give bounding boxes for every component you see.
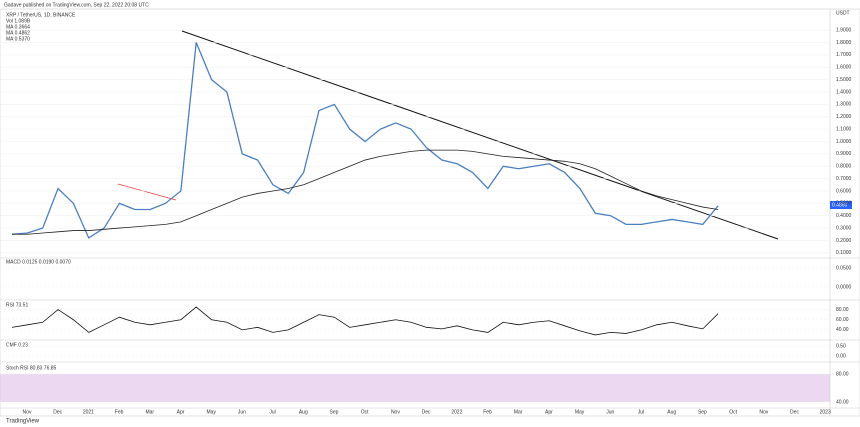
x-tick-label: Sep xyxy=(330,409,339,415)
trendline-red xyxy=(117,183,177,201)
x-tick-label: 2022 xyxy=(451,409,462,415)
footer-logo: TradingView xyxy=(6,419,40,425)
frame xyxy=(0,8,860,417)
y-tick-label: 1.3000 xyxy=(836,102,852,108)
unit-label: USDT xyxy=(836,10,850,16)
y-tick-label: 0.4000 xyxy=(836,213,852,219)
symbol-title: XRP / TetherUS, 1D, BINANCE xyxy=(6,12,76,18)
x-tick-label: Apr xyxy=(545,409,553,415)
y-tick-label: 1.9000 xyxy=(836,28,852,34)
y-tick-label: 1.2000 xyxy=(836,114,852,120)
x-tick-label: 2023 xyxy=(820,409,831,415)
series-line xyxy=(11,42,719,239)
y-tick-label: 0.50 xyxy=(836,343,846,349)
legend-entry: MA 0.4862 xyxy=(6,30,30,36)
x-tick-label: Jul xyxy=(269,409,275,415)
last-price-label: 0.4860 xyxy=(832,202,848,208)
y-tick-label: 0.7000 xyxy=(836,176,852,182)
legend-entry: MA 0.3664 xyxy=(6,24,30,30)
y-tick-label: 0.5000 xyxy=(836,201,852,207)
y-tick-label: 1.1000 xyxy=(836,126,852,132)
x-tick-label: Oct xyxy=(361,409,369,415)
legend-entry: Vol 1.089B xyxy=(6,18,31,24)
x-tick-label: Feb xyxy=(115,409,124,415)
last-price-box xyxy=(830,201,852,209)
rsi-title: RSI 73.51 xyxy=(6,302,28,308)
trendline xyxy=(181,30,779,240)
y-tick-label: 0.9000 xyxy=(836,151,852,157)
y-tick-label: 0.0500 xyxy=(836,265,852,271)
x-tick-label: Mar xyxy=(514,409,523,415)
x-tick-label: Apr xyxy=(177,409,185,415)
macd-title: MACD 0.0125 0.0190 0.0070 xyxy=(6,259,71,265)
x-tick-label: 2021 xyxy=(83,409,94,415)
x-tick-label: May xyxy=(206,409,216,415)
x-tick-label: Aug xyxy=(299,409,308,415)
y-tick-label: 40.00 xyxy=(836,399,849,405)
y-tick-label: 80.00 xyxy=(836,307,849,313)
y-tick-label: 0.00 xyxy=(836,353,846,359)
cmf-title: CMF 0.23 xyxy=(6,342,28,348)
x-tick-label: Nov xyxy=(391,409,400,415)
stoch-band xyxy=(0,374,830,402)
y-tick-label: 0.0000 xyxy=(836,284,852,290)
x-tick-label: Jun xyxy=(238,409,246,415)
x-tick-label: Jun xyxy=(606,409,614,415)
y-tick-label: 1.5000 xyxy=(836,77,852,83)
y-tick-label: 0.1000 xyxy=(836,250,852,256)
y-tick-label: 1.4000 xyxy=(836,89,852,95)
x-tick-label: Dec xyxy=(53,409,62,415)
x-tick-label: Oct xyxy=(729,409,737,415)
x-tick-label: Nov xyxy=(759,409,768,415)
x-tick-label: Dec xyxy=(422,409,431,415)
legend-entry: MA 0.5370 xyxy=(6,36,30,42)
y-tick-label: 1.8000 xyxy=(836,40,852,46)
y-tick-label: 0.8000 xyxy=(836,164,852,170)
x-tick-label: Aug xyxy=(667,409,676,415)
x-tick-label: Sep xyxy=(698,409,707,415)
y-tick-label: 1.6000 xyxy=(836,65,852,71)
x-tick-label: May xyxy=(575,409,585,415)
header: Gadave published on TradingView.com, Sep… xyxy=(4,2,149,8)
y-tick-label: 0.3000 xyxy=(836,225,852,231)
x-tick-label: Nov xyxy=(23,409,32,415)
series-line xyxy=(11,306,719,336)
stoch-title: Stoch RSI 80.83 76.85 xyxy=(6,365,57,371)
x-tick-label: Feb xyxy=(483,409,492,415)
y-tick-label: 1.0000 xyxy=(836,139,852,145)
x-tick-label: Dec xyxy=(790,409,799,415)
y-tick-label: 1.7000 xyxy=(836,52,852,58)
y-tick-label: 80.00 xyxy=(836,371,849,377)
y-tick-label: 0.2000 xyxy=(836,238,852,244)
y-tick-label: 0.6000 xyxy=(836,188,852,194)
series-line xyxy=(12,149,719,235)
x-tick-label: Jul xyxy=(638,409,644,415)
y-tick-label: 60.00 xyxy=(836,317,849,323)
x-tick-label: Mar xyxy=(145,409,154,415)
y-tick-label: 40.00 xyxy=(836,327,849,333)
